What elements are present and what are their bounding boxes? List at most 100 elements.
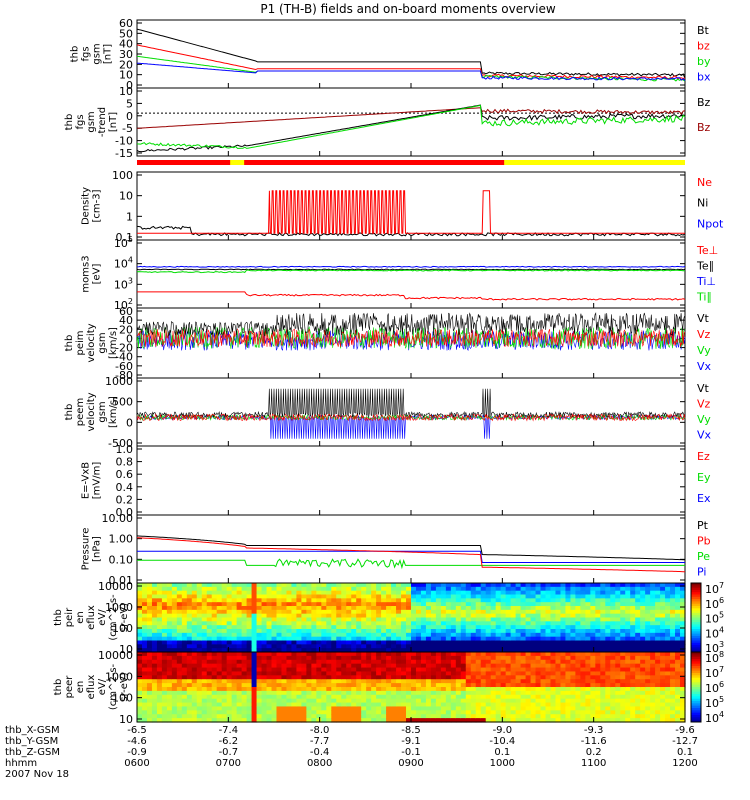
- peer-spectrogram-cell: [490, 655, 497, 661]
- peir-spectrogram-cell: [311, 632, 317, 638]
- peer-spectrogram-cell: [675, 683, 681, 688]
- peir-spectrogram-cell: [675, 609, 681, 615]
- peer-spectrogram-cell: [341, 652, 347, 657]
- peer-spectrogram-cell: [625, 671, 631, 676]
- peer-spectrogram-cell: [610, 702, 616, 708]
- peir-spectrogram-cell: [660, 606, 666, 611]
- peer-spectrogram-colorbar-cell: [691, 705, 701, 709]
- peer-spectrogram-cell: [246, 698, 253, 704]
- peir-spectrogram-cell: [281, 613, 288, 619]
- peer-spectrogram-cell: [241, 690, 248, 696]
- peir-spectrogram-cell: [401, 583, 407, 588]
- peir-spectrogram-cell: [660, 632, 666, 638]
- peir-spectrogram-cell: [381, 617, 387, 622]
- peer-spectrogram-cell: [391, 698, 397, 704]
- peir-spectrogram-cell: [515, 636, 522, 642]
- peer-spectrogram-cell: [620, 714, 626, 719]
- peer-spectrogram-cell: [281, 659, 288, 665]
- peir-spectrogram-cell: [291, 586, 298, 592]
- peer-spectrogram-cell: [326, 698, 332, 704]
- peir-spectrogram-cell: [201, 625, 208, 630]
- peer-spectrogram-cell: [610, 683, 616, 688]
- peir-spectrogram-cell: [665, 606, 671, 611]
- peir-spectrogram-cell: [590, 583, 596, 588]
- peir-spectrogram-cell: [675, 590, 681, 596]
- peir-spectrogram-cell: [615, 629, 621, 634]
- e-vxb-ylabel: E=-VxB [mV/m]: [81, 462, 103, 500]
- peir-spectrogram-cell: [141, 594, 148, 599]
- peer-spectrogram-cell: [550, 714, 557, 719]
- peer-spectrogram-cell: [226, 710, 233, 715]
- peer-spectrogram-cell: [306, 671, 312, 676]
- peer-spectrogram-cell: [615, 679, 621, 684]
- peir-spectrogram-cell: [161, 636, 168, 642]
- peer-spectrogram-cell: [376, 702, 382, 708]
- peer-spectrogram-cell: [201, 652, 208, 657]
- peir-spectrogram-cell: [161, 609, 168, 615]
- peer-spectrogram-cell: [206, 694, 213, 700]
- peer-spectrogram-cell: [231, 683, 238, 688]
- peir-spectrogram-cell: [351, 632, 357, 638]
- peer-spectrogram-cell: [440, 698, 447, 704]
- peer-spectrogram-cell: [351, 663, 357, 669]
- peer-spectrogram-cell: [376, 655, 382, 661]
- peer-spectrogram-cell: [366, 679, 372, 684]
- peir-spectrogram-cell: [630, 609, 636, 615]
- peer-spectrogram-cell: [331, 690, 337, 696]
- peer-spectrogram-cell: [376, 652, 382, 657]
- peer-spectrogram-cell: [630, 675, 636, 680]
- peer-spectrogram-cell: [331, 710, 337, 715]
- peir-spectrogram-cell: [600, 640, 606, 645]
- peir-spectrogram-cell: [515, 606, 522, 611]
- peer-spectrogram-cell: [346, 663, 352, 669]
- peer-spectrogram-cell: [545, 679, 552, 684]
- peer-spectrogram-cell: [445, 710, 452, 715]
- peir-spectrogram-cell: [565, 583, 572, 588]
- peer-spectrogram-cell: [246, 655, 253, 661]
- peer-spectrogram-cell: [620, 679, 626, 684]
- peir-spectrogram-cell: [361, 644, 367, 649]
- peer-spectrogram-cell: [286, 652, 293, 657]
- peir-spectrogram-cell: [346, 644, 352, 649]
- peer-spectrogram-cell: [550, 675, 557, 680]
- peir-spectrogram-cell: [445, 648, 452, 653]
- peir-spectrogram-cell: [266, 586, 273, 592]
- peir-spectrogram-cell: [415, 602, 422, 607]
- peir-spectrogram-cell: [615, 590, 621, 596]
- peer-spectrogram-cell: [176, 667, 183, 673]
- peer-spectrogram-cell: [216, 706, 223, 711]
- peir-spectrogram-cell: [640, 617, 646, 622]
- peir-spectrogram-cell: [326, 617, 332, 622]
- peer-spectrogram-cell: [346, 671, 352, 676]
- peir-spectrogram-cell: [381, 598, 387, 603]
- peir-spectrogram-cell: [391, 583, 397, 588]
- peir-spectrogram-cell: [321, 609, 327, 615]
- peer-spectrogram-cell: [221, 652, 228, 657]
- peir-spectrogram-cell: [361, 648, 367, 653]
- mode-bar: [137, 160, 685, 165]
- peer-spectrogram-cell: [430, 671, 437, 676]
- peir-spectrogram-cell: [251, 625, 258, 630]
- peer-spectrogram-cell: [665, 718, 671, 723]
- peir-spectrogram-cell: [550, 621, 557, 626]
- peir-spectrogram-cell: [231, 609, 238, 615]
- peir-spectrogram-cell: [137, 594, 143, 599]
- peer-spectrogram-cell: [590, 683, 596, 688]
- peir-spectrogram-cell: [286, 617, 293, 622]
- peer-spectrogram-cell: [301, 683, 307, 688]
- peir-spectrogram-cell: [411, 606, 417, 611]
- peer-spectrogram-cell: [620, 710, 626, 715]
- peer-spectrogram-cell: [510, 663, 517, 669]
- peer-spectrogram-cell: [670, 667, 676, 673]
- peir-spectrogram-cell: [356, 598, 362, 603]
- peer-spectrogram-cell: [455, 694, 462, 700]
- peir-spectrogram-cell: [505, 629, 512, 634]
- peer-spectrogram-cell: [540, 671, 547, 676]
- peer-spectrogram-cell: [660, 655, 666, 661]
- peir-spectrogram-cell: [425, 632, 432, 638]
- peir-spectrogram-cell: [485, 632, 492, 638]
- peir-spectrogram-cell: [630, 621, 636, 626]
- peer-spectrogram-cell: [206, 667, 213, 673]
- peir-spectrogram-cell: [351, 648, 357, 653]
- peer-spectrogram-cell: [450, 675, 457, 680]
